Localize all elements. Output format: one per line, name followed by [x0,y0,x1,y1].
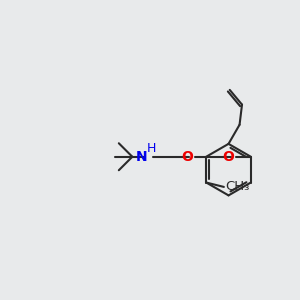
Text: CH₃: CH₃ [225,180,250,194]
Text: H: H [147,142,156,155]
Text: O: O [222,150,234,164]
Text: N: N [136,150,148,164]
Text: O: O [181,150,193,164]
